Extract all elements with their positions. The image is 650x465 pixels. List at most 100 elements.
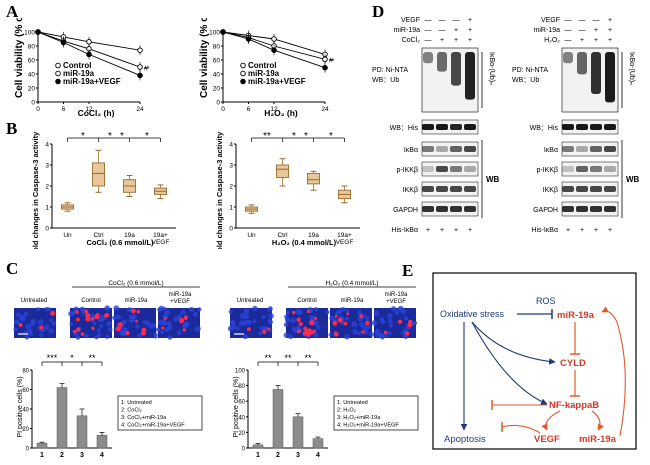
y-tick-label: 80 — [213, 44, 221, 51]
sig-mark: * — [292, 131, 296, 142]
pi-positive-cell — [76, 317, 80, 322]
treatment-mark: + — [440, 37, 444, 44]
blot-band — [590, 186, 602, 192]
pi-positive-cell — [337, 317, 343, 323]
panel-label-e: E — [402, 261, 414, 280]
pi-positive-cell — [307, 309, 311, 314]
pi-positive-cell — [141, 330, 147, 336]
blot-band — [562, 124, 574, 130]
category-label: VEGF — [336, 239, 354, 246]
y-tick-label: 20 — [213, 86, 221, 93]
nucleus — [106, 321, 112, 327]
category-label: 1 — [256, 452, 260, 459]
treatment-mark: — — [425, 17, 432, 24]
c2-col-mir19a-vegf-2: +VEGF — [386, 299, 406, 305]
y-tick-label: 20 — [22, 427, 29, 433]
blot-band — [464, 146, 476, 152]
nucleus — [164, 309, 171, 316]
treatment-mark: — — [593, 17, 600, 24]
nucleus — [107, 327, 113, 332]
nucleus — [267, 319, 274, 325]
blot-label: IκBα — [544, 147, 558, 154]
y-tick-label: 1 — [229, 205, 233, 212]
nucleus — [246, 320, 252, 326]
panel-label-a: A — [6, 2, 19, 21]
nucleus — [22, 330, 27, 335]
nucleus — [243, 308, 250, 315]
data-point — [35, 29, 41, 35]
pi-positive-cell — [115, 326, 121, 332]
pi-positive-cell — [343, 321, 348, 326]
c2-col-untreated: Untreated — [237, 298, 263, 304]
chart-a1-xlabel: CoCl₂ (h) — [78, 108, 115, 118]
nucleus — [357, 331, 362, 336]
nucleus — [357, 310, 363, 316]
nucleus — [69, 322, 74, 327]
panel-label-b: B — [6, 119, 18, 138]
blot-band — [604, 166, 616, 172]
node-ros: ROS — [536, 296, 556, 306]
category-label: 19a — [308, 232, 319, 239]
treatment-mark: + — [594, 37, 598, 44]
treatment-mark: — — [565, 27, 572, 34]
treatment-mark: + — [454, 37, 458, 44]
ub-smear — [605, 52, 615, 103]
nucleus — [313, 320, 319, 326]
nucleus — [379, 317, 384, 322]
nucleus — [369, 331, 375, 338]
nucleus — [313, 307, 319, 312]
ub-smear — [465, 52, 475, 100]
his-mark: + — [426, 227, 430, 234]
nucleus — [115, 313, 121, 320]
nucleus — [23, 311, 29, 317]
bar — [292, 416, 304, 449]
legend-marker — [240, 62, 246, 69]
ub-smear — [563, 52, 573, 64]
nucleus — [313, 332, 319, 338]
bar — [312, 438, 324, 449]
micrograph — [14, 308, 56, 338]
nucleus — [413, 320, 418, 325]
data-point — [137, 72, 143, 79]
nucleus — [329, 315, 335, 321]
pi-stain-images-cocl2: CoCl₂ (0.6 mmol/L) Untreated Control miR… — [13, 280, 202, 340]
pi-positive-cell — [309, 330, 315, 335]
nucleus — [239, 312, 246, 319]
y-tick-label: 40 — [213, 72, 221, 79]
y-tick-label: 60 — [238, 400, 245, 406]
nucleus — [97, 333, 102, 338]
c2-col-control: Control — [297, 298, 316, 304]
data-point — [220, 29, 226, 35]
nucleus — [75, 335, 81, 340]
nucleus — [375, 328, 380, 334]
category-label: Ctrl — [93, 232, 104, 239]
treatment-mark: + — [468, 27, 472, 34]
blot-label: IKKβ — [543, 187, 558, 194]
pi-positive-cell — [383, 330, 388, 335]
blot-band — [590, 124, 602, 130]
legend-marker — [240, 70, 246, 77]
pi-positive-cell — [90, 317, 95, 321]
nucleus — [345, 309, 350, 313]
legend-box — [333, 395, 419, 431]
ub-label: IκBα-(Ub)ₙ — [628, 52, 635, 85]
legend-entry: 4: CoCl₂+miR-19a+VEGF — [121, 423, 185, 429]
chart-a2-plot: 0 20 40 60 80 100 0 6 12 24 #** ControlmiR-19amiR-1… — [209, 29, 335, 113]
nucleus — [126, 307, 132, 313]
blot-band — [450, 166, 462, 172]
box — [307, 172, 320, 185]
sig-mark: ** — [284, 353, 292, 363]
nucleus — [167, 335, 173, 340]
nucleus — [166, 321, 173, 327]
data-point — [86, 51, 92, 58]
bar — [56, 387, 68, 449]
pi-positive-cell — [75, 310, 79, 314]
nucleus — [263, 325, 268, 331]
blot-band — [464, 186, 476, 192]
nucleus — [176, 330, 182, 336]
blot-band — [450, 186, 462, 192]
pi-positive-cell — [405, 331, 410, 336]
